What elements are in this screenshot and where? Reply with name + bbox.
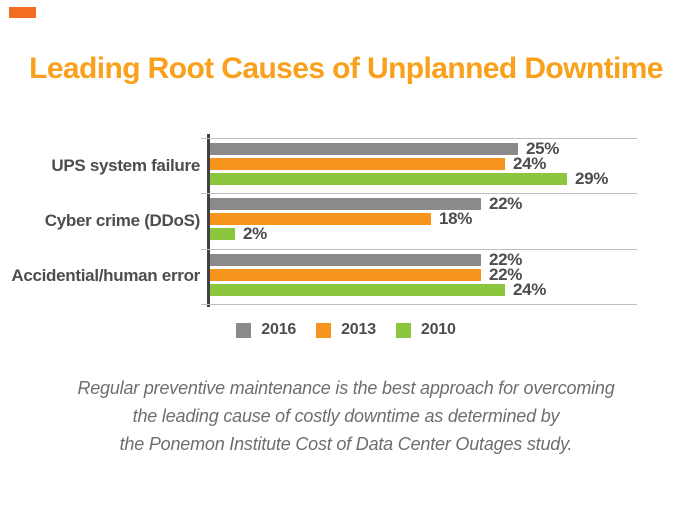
legend-item-2010: 2010 (395, 321, 456, 339)
category-label-accidential-human-error: Accidential/human error (11, 266, 200, 285)
group-separator-line (201, 193, 637, 194)
chart-legend: 2016 2013 2010 (0, 321, 692, 339)
category-label-ups-system-failure: UPS system failure (51, 156, 200, 175)
bar-2016-ups-system-failure (210, 143, 518, 155)
group-separator-line (201, 138, 637, 139)
bar-2010-accidential-human-error (210, 284, 505, 296)
bar-2016-accidential-human-error (210, 254, 481, 266)
group-separator-line (201, 249, 637, 250)
bar-value-label: 24% (513, 154, 547, 173)
category-label-cyber-crime-ddos-: Cyber crime (DDoS) (44, 211, 201, 230)
bar-value-label: 22% (489, 194, 523, 213)
bar-value-label: 24% (513, 280, 547, 299)
accent-rectangle (9, 7, 36, 18)
group-separator-line (201, 304, 637, 305)
legend-label-2010: 2010 (420, 321, 456, 338)
legend-item-2013: 2013 (316, 321, 376, 339)
bar-value-label: 22% (489, 250, 523, 269)
legend-swatch-2013 (316, 322, 332, 338)
bar-value-label: 18% (439, 209, 473, 228)
bar-value-label: 22% (489, 265, 523, 284)
bar-2016-cyber-crime-ddos- (210, 198, 481, 210)
bar-2013-cyber-crime-ddos- (210, 213, 431, 225)
legend-label-2013: 2013 (341, 321, 376, 338)
legend-item-2016: 2016 (236, 321, 296, 339)
bar-value-label: 25% (526, 139, 560, 158)
bar-2010-ups-system-failure (210, 173, 567, 185)
footer-note: Regular preventive maintenance is the be… (0, 374, 692, 458)
footer-line-3: the Ponemon Institute Cost of Data Cente… (119, 434, 573, 454)
footer-line-2: the leading cause of costly downtime as … (132, 406, 560, 426)
bar-2013-ups-system-failure (210, 158, 505, 170)
footer-line-1: Regular preventive maintenance is the be… (77, 378, 615, 398)
y-axis-line (207, 134, 210, 307)
bar-2013-accidential-human-error (210, 269, 481, 281)
bar-2010-cyber-crime-ddos- (210, 228, 235, 240)
legend-label-2016: 2016 (261, 321, 297, 338)
legend-swatch-2010 (395, 322, 411, 338)
bar-value-label: 2% (243, 224, 267, 243)
bar-value-label: 29% (575, 169, 609, 188)
page-title: Leading Root Causes of Unplanned Downtim… (29, 52, 663, 85)
legend-swatch-2016 (236, 322, 252, 338)
